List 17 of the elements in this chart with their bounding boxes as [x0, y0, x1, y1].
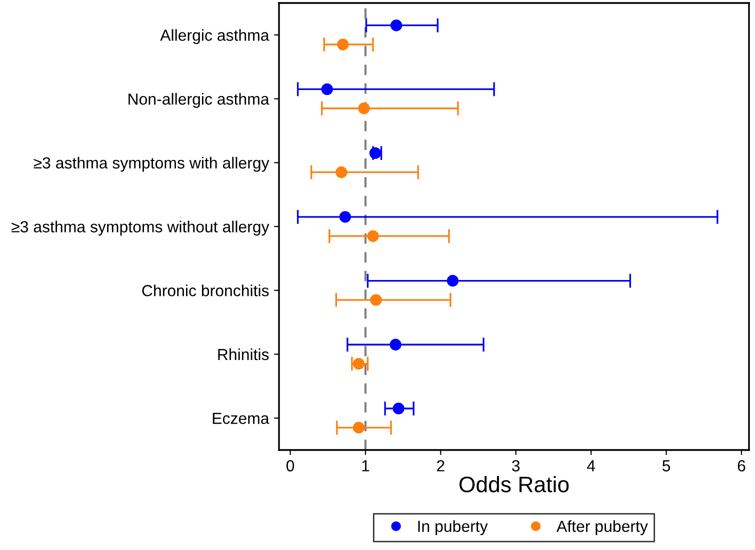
- x-tick-label: 2: [437, 460, 444, 472]
- x-tick-label: 0: [286, 460, 294, 472]
- y-tick-label: Chronic bronchitis: [142, 284, 269, 296]
- y-tick-label: ≥3 asthma symptoms with allergy: [34, 156, 270, 172]
- x-tick-label: 3: [512, 460, 520, 472]
- x-tick-label: 1: [362, 460, 370, 472]
- x-tick-label: 5: [662, 460, 670, 472]
- x-axis-title: Odds Ratio: [459, 476, 569, 492]
- y-tick-label: Eczema: [212, 412, 270, 424]
- y-tick-label: Rhinitis: [218, 348, 269, 360]
- y-tick-label: Allergic asthma: [160, 29, 270, 44]
- x-tick-label: 4: [587, 460, 596, 472]
- y-tick-label: Non-allergic asthma: [128, 93, 270, 108]
- y-tick-label: ≥3 asthma symptoms without allergy: [12, 220, 270, 236]
- x-tick-label: 6: [738, 460, 746, 472]
- legend-label: After puberty: [556, 520, 648, 536]
- legend-label: In puberty: [418, 520, 488, 536]
